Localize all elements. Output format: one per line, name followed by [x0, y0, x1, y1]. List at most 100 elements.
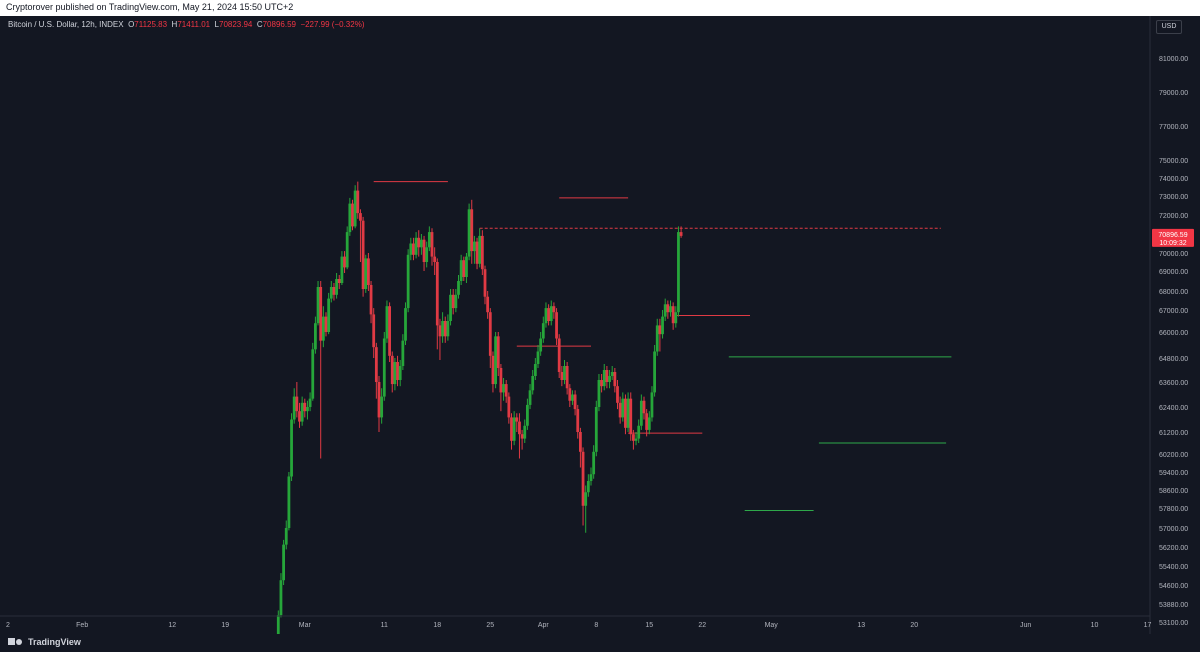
candle[interactable]: [369, 281, 373, 324]
candle[interactable]: [276, 610, 280, 643]
candle[interactable]: [647, 411, 651, 435]
candle[interactable]: [414, 232, 418, 259]
candle[interactable]: [457, 275, 460, 299]
candle[interactable]: [406, 249, 410, 313]
candle[interactable]: [663, 298, 667, 321]
candle[interactable]: [314, 316, 317, 354]
candle[interactable]: [290, 413, 293, 481]
candle[interactable]: [605, 366, 609, 389]
candle[interactable]: [308, 392, 312, 412]
candle[interactable]: [589, 467, 593, 486]
candle[interactable]: [454, 289, 458, 313]
candlestick-chart[interactable]: 81000.00 79000.00 77000.00 75000.00 74000.00…: [0, 16, 1200, 643]
candle[interactable]: [306, 400, 309, 420]
candle[interactable]: [483, 265, 487, 305]
candle[interactable]: [303, 398, 307, 418]
candle[interactable]: [300, 396, 304, 426]
candle[interactable]: [671, 302, 675, 330]
candle[interactable]: [473, 235, 476, 264]
candle[interactable]: [637, 419, 641, 444]
candle[interactable]: [576, 404, 580, 439]
candle[interactable]: [661, 310, 664, 339]
candle[interactable]: [316, 281, 320, 326]
candle[interactable]: [544, 302, 548, 328]
candle[interactable]: [488, 308, 492, 368]
candle[interactable]: [351, 199, 354, 231]
candle[interactable]: [518, 413, 521, 459]
candle[interactable]: [512, 411, 516, 446]
candle[interactable]: [642, 396, 646, 420]
candle[interactable]: [613, 368, 617, 393]
candle[interactable]: [502, 378, 505, 401]
candle[interactable]: [393, 358, 397, 391]
candle[interactable]: [343, 251, 346, 273]
candle[interactable]: [335, 273, 338, 299]
candle[interactable]: [475, 237, 479, 270]
candle[interactable]: [298, 402, 301, 428]
candle[interactable]: [467, 203, 471, 261]
candle[interactable]: [367, 253, 370, 291]
candle[interactable]: [480, 230, 484, 275]
candle[interactable]: [571, 390, 574, 405]
candle[interactable]: [629, 392, 633, 441]
candle[interactable]: [279, 573, 283, 618]
candle[interactable]: [337, 275, 341, 289]
candle[interactable]: [446, 314, 450, 341]
candle[interactable]: [565, 362, 569, 395]
candle[interactable]: [526, 398, 529, 430]
candle[interactable]: [364, 254, 368, 293]
price-axis[interactable]: [1150, 16, 1200, 636]
candle[interactable]: [292, 388, 296, 424]
candle[interactable]: [499, 364, 503, 412]
candle[interactable]: [404, 302, 407, 345]
candle[interactable]: [390, 351, 394, 393]
candle[interactable]: [332, 283, 336, 301]
candle[interactable]: [486, 291, 490, 319]
candle[interactable]: [385, 300, 389, 343]
candle[interactable]: [547, 304, 550, 326]
candle[interactable]: [594, 400, 598, 457]
candle[interactable]: [491, 351, 495, 393]
candle[interactable]: [669, 300, 672, 317]
candle[interactable]: [340, 251, 344, 285]
candle[interactable]: [295, 382, 299, 418]
candle[interactable]: [422, 235, 426, 271]
candle[interactable]: [412, 237, 415, 261]
candle[interactable]: [449, 289, 452, 326]
candle[interactable]: [608, 370, 611, 389]
candle[interactable]: [398, 360, 402, 387]
candle[interactable]: [396, 355, 399, 387]
candle[interactable]: [536, 345, 540, 368]
candle[interactable]: [372, 308, 376, 358]
candle[interactable]: [579, 427, 582, 468]
candle[interactable]: [504, 380, 508, 403]
candle[interactable]: [324, 312, 328, 337]
candle[interactable]: [653, 345, 656, 397]
candle[interactable]: [549, 300, 553, 326]
candle[interactable]: [321, 306, 325, 348]
candle[interactable]: [361, 216, 365, 297]
candle[interactable]: [420, 234, 423, 255]
candle[interactable]: [573, 390, 577, 416]
candle[interactable]: [348, 197, 352, 236]
candle[interactable]: [563, 360, 566, 385]
candle[interactable]: [459, 254, 463, 285]
candle[interactable]: [586, 474, 590, 497]
candle[interactable]: [388, 302, 391, 362]
candle[interactable]: [679, 226, 683, 238]
candle[interactable]: [494, 332, 497, 389]
candle[interactable]: [658, 318, 662, 352]
chart-area[interactable]: 81000.00 79000.00 77000.00 75000.00 74000.00…: [0, 16, 1200, 643]
candle[interactable]: [539, 332, 543, 356]
candle[interactable]: [533, 358, 537, 380]
candle[interactable]: [496, 332, 500, 376]
candle[interactable]: [510, 413, 513, 450]
candle[interactable]: [465, 253, 468, 283]
candle[interactable]: [602, 364, 606, 391]
candle[interactable]: [507, 392, 511, 424]
candle[interactable]: [353, 185, 357, 229]
candle[interactable]: [610, 366, 614, 380]
candle[interactable]: [674, 306, 678, 328]
candle[interactable]: [417, 230, 421, 257]
candle[interactable]: [557, 334, 561, 378]
